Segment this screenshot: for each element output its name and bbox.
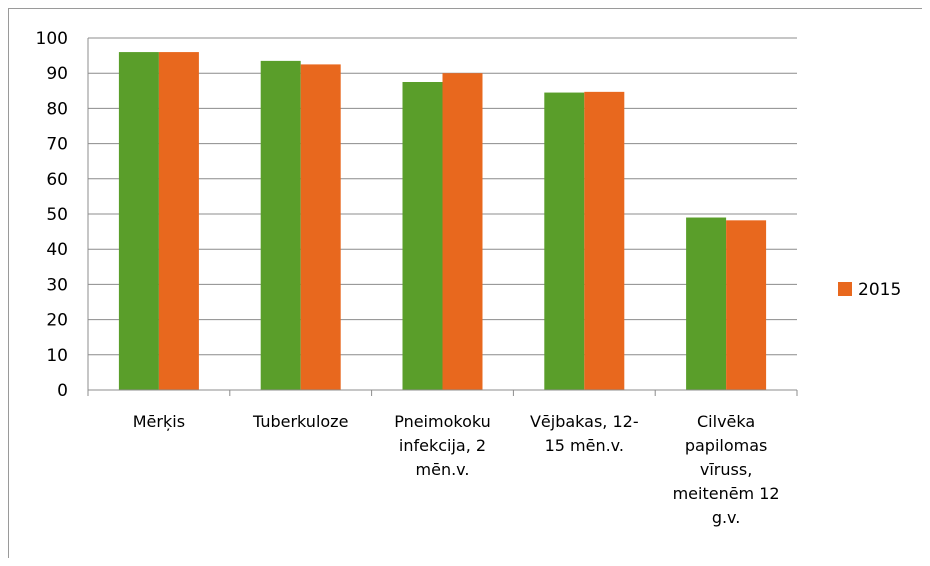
y-tick-label: 60 [46,170,68,190]
legend: 2015 [838,280,901,300]
x-category-label: Cilvēka [697,412,755,431]
bar-series-0-cat-0 [118,52,159,390]
bar-series-1-cat-0 [158,52,199,390]
bar-series-0-cat-2 [402,82,443,390]
y-tick-label: 50 [46,205,68,225]
y-tick-label: 10 [46,346,68,366]
y-tick-label: 40 [46,240,68,260]
y-tick-label: 0 [57,381,68,401]
legend-label: 2015 [858,280,901,300]
bars [118,52,767,391]
x-category-label: mēn.v. [416,460,470,479]
axes [87,38,798,396]
x-category-label: 15 mēn.v. [545,436,624,455]
x-category-label: infekcija, 2 [399,436,486,455]
x-category-label: Vējbakas, 12- [530,412,639,431]
bar-series-1-cat-4 [726,220,767,390]
x-axis-categories: Mērķis Tuberkuloze Pneimokoku infekcija, 2 m… [133,412,780,527]
x-category-label: vīruss, [700,460,752,479]
y-axis-ticks: 0 10 20 30 40 50 60 70 80 90 100 [36,29,68,401]
bar-series-0-cat-3 [544,92,585,390]
y-tick-label: 90 [46,64,68,84]
y-tick-label: 20 [46,311,68,331]
x-category-label: Mērķis [133,412,185,431]
bar-series-0-cat-1 [260,60,301,390]
x-category-label: meitenēm 12 [673,484,780,503]
y-tick-label: 80 [46,99,68,119]
x-category-label: Tuberkuloze [252,412,348,431]
bar-series-1-cat-3 [584,91,625,390]
legend-swatch [838,282,852,296]
chart-frame [8,8,922,558]
y-tick-label: 30 [46,275,68,295]
y-tick-label: 70 [46,135,68,155]
x-category-label: g.v. [712,508,741,527]
bar-series-0-cat-4 [686,217,727,390]
bar-series-1-cat-1 [300,64,341,391]
x-category-label: papilomas [685,436,768,455]
y-tick-label: 100 [36,29,68,49]
x-category-label: Pneimokoku [394,412,491,431]
bar-series-1-cat-2 [442,73,483,390]
